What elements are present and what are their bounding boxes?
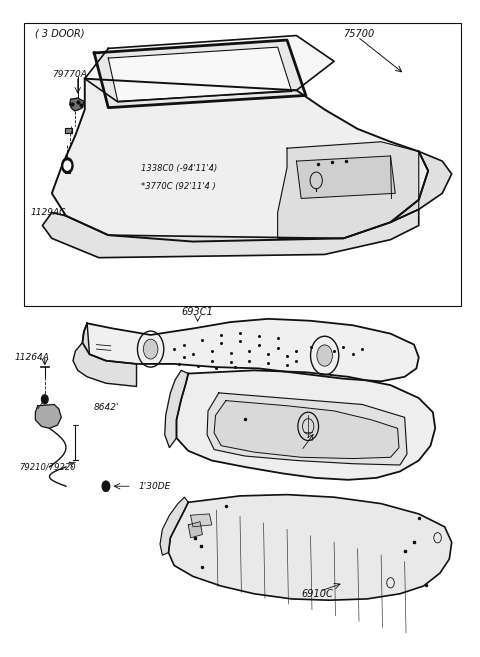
Circle shape	[62, 158, 73, 173]
Circle shape	[41, 395, 48, 404]
Text: 1129AC: 1129AC	[31, 208, 66, 217]
Polygon shape	[191, 514, 212, 527]
Polygon shape	[177, 371, 435, 480]
Polygon shape	[94, 40, 306, 108]
Circle shape	[64, 161, 71, 170]
Text: 8642': 8642'	[94, 403, 120, 411]
Polygon shape	[165, 371, 188, 447]
Text: 75700: 75700	[344, 29, 375, 39]
Bar	[24, 23, 461, 306]
Polygon shape	[85, 35, 334, 102]
Text: *3770C (92'11'4 ): *3770C (92'11'4 )	[141, 183, 216, 191]
Text: 693C1: 693C1	[181, 307, 213, 317]
Circle shape	[144, 339, 158, 359]
Polygon shape	[65, 127, 72, 133]
Polygon shape	[207, 393, 407, 465]
Polygon shape	[70, 98, 84, 111]
Polygon shape	[391, 152, 452, 222]
Circle shape	[102, 481, 110, 491]
Polygon shape	[36, 405, 61, 428]
Text: 69200: 69200	[285, 447, 316, 457]
Text: 79770A: 79770A	[52, 70, 87, 79]
Polygon shape	[277, 142, 419, 238]
Text: 1338C0 (-94'11'4): 1338C0 (-94'11'4)	[141, 164, 217, 173]
Text: 11264A: 11264A	[14, 353, 49, 362]
Text: 79210/79220: 79210/79220	[19, 463, 75, 472]
Polygon shape	[83, 319, 419, 381]
Circle shape	[317, 345, 333, 366]
Polygon shape	[52, 79, 428, 242]
Polygon shape	[188, 522, 203, 537]
Polygon shape	[297, 156, 395, 198]
Text: 1'30DE: 1'30DE	[139, 482, 171, 491]
Polygon shape	[168, 495, 452, 600]
Text: ( 3 DOOR): ( 3 DOOR)	[36, 29, 85, 39]
Polygon shape	[160, 497, 188, 555]
Text: 6910C: 6910C	[301, 589, 333, 599]
Polygon shape	[214, 401, 399, 459]
Polygon shape	[73, 323, 136, 386]
Polygon shape	[108, 47, 292, 101]
Polygon shape	[42, 210, 419, 258]
